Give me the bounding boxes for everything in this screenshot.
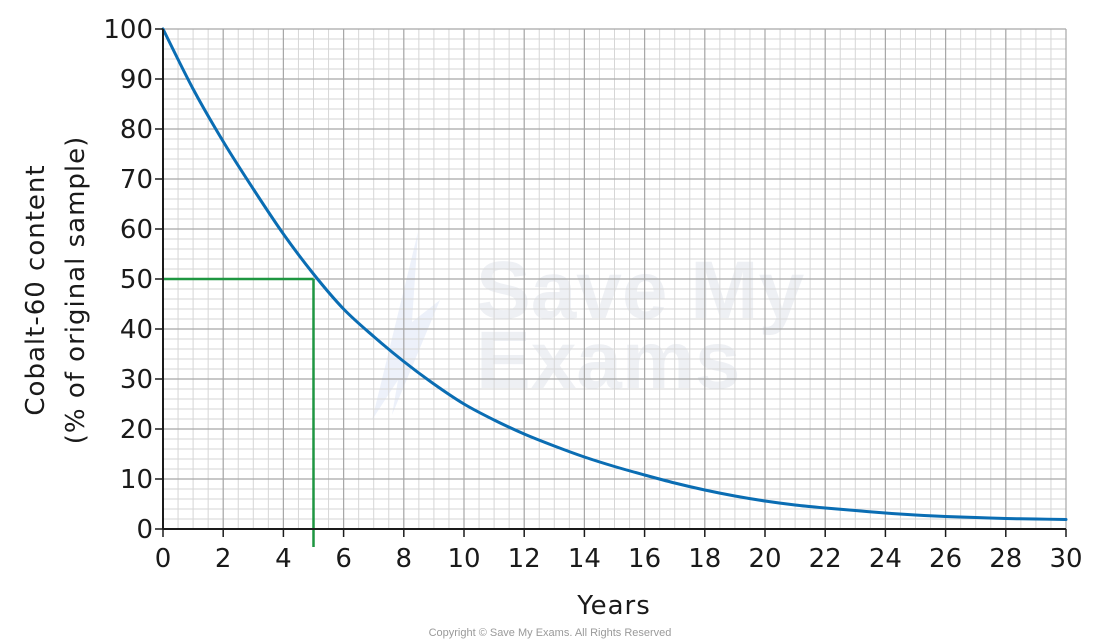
x-tick-label: 8 <box>396 544 413 574</box>
y-tick-label: 10 <box>120 465 153 495</box>
x-tick-label: 30 <box>1049 544 1082 574</box>
x-tick-label: 16 <box>628 544 661 574</box>
y-axis-title-line1: Cobalt-60 content <box>21 164 51 415</box>
y-tick-label: 80 <box>120 115 153 145</box>
copyright-notice: Copyright © Save My Exams. All Rights Re… <box>429 627 672 639</box>
y-tick-label: 70 <box>120 165 153 195</box>
watermark-line2: Exams <box>476 315 740 406</box>
y-tick-label: 90 <box>120 65 153 95</box>
x-tick-label: 0 <box>155 544 172 574</box>
watermark: Save My Exams <box>372 232 805 420</box>
y-tick-label: 20 <box>120 415 153 445</box>
x-tick-label: 20 <box>748 544 781 574</box>
x-tick-label: 12 <box>508 544 541 574</box>
y-tick-label: 60 <box>120 215 153 245</box>
y-tick-label: 50 <box>120 265 153 295</box>
x-tick-label: 18 <box>688 544 721 574</box>
x-tick-label: 24 <box>869 544 902 574</box>
x-tick-label: 4 <box>275 544 292 574</box>
half-life-guide <box>163 277 315 547</box>
x-tick-label: 28 <box>989 544 1022 574</box>
x-tick-label: 6 <box>335 544 352 574</box>
y-tick-label: 30 <box>120 365 153 395</box>
x-tick-label: 14 <box>568 544 601 574</box>
tick-labels: 0 2 4 6 8 10 12 14 16 18 20 22 24 26 28 300102030405060… <box>103 15 1082 574</box>
x-axis-title: Years <box>576 591 651 621</box>
axes <box>155 28 1067 537</box>
x-tick-label: 10 <box>447 544 480 574</box>
x-tick-label: 2 <box>215 544 232 574</box>
series-layer <box>161 27 1068 521</box>
y-tick-label: 0 <box>136 515 153 545</box>
y-tick-label: 40 <box>120 315 153 345</box>
x-tick-label: 26 <box>929 544 962 574</box>
watermark-logo-icon <box>372 232 440 420</box>
x-tick-label: 22 <box>809 544 842 574</box>
y-tick-label: 100 <box>103 15 153 45</box>
decay-curve-line <box>161 27 1068 521</box>
y-axis-title-line2: (% of original sample) <box>61 136 91 445</box>
